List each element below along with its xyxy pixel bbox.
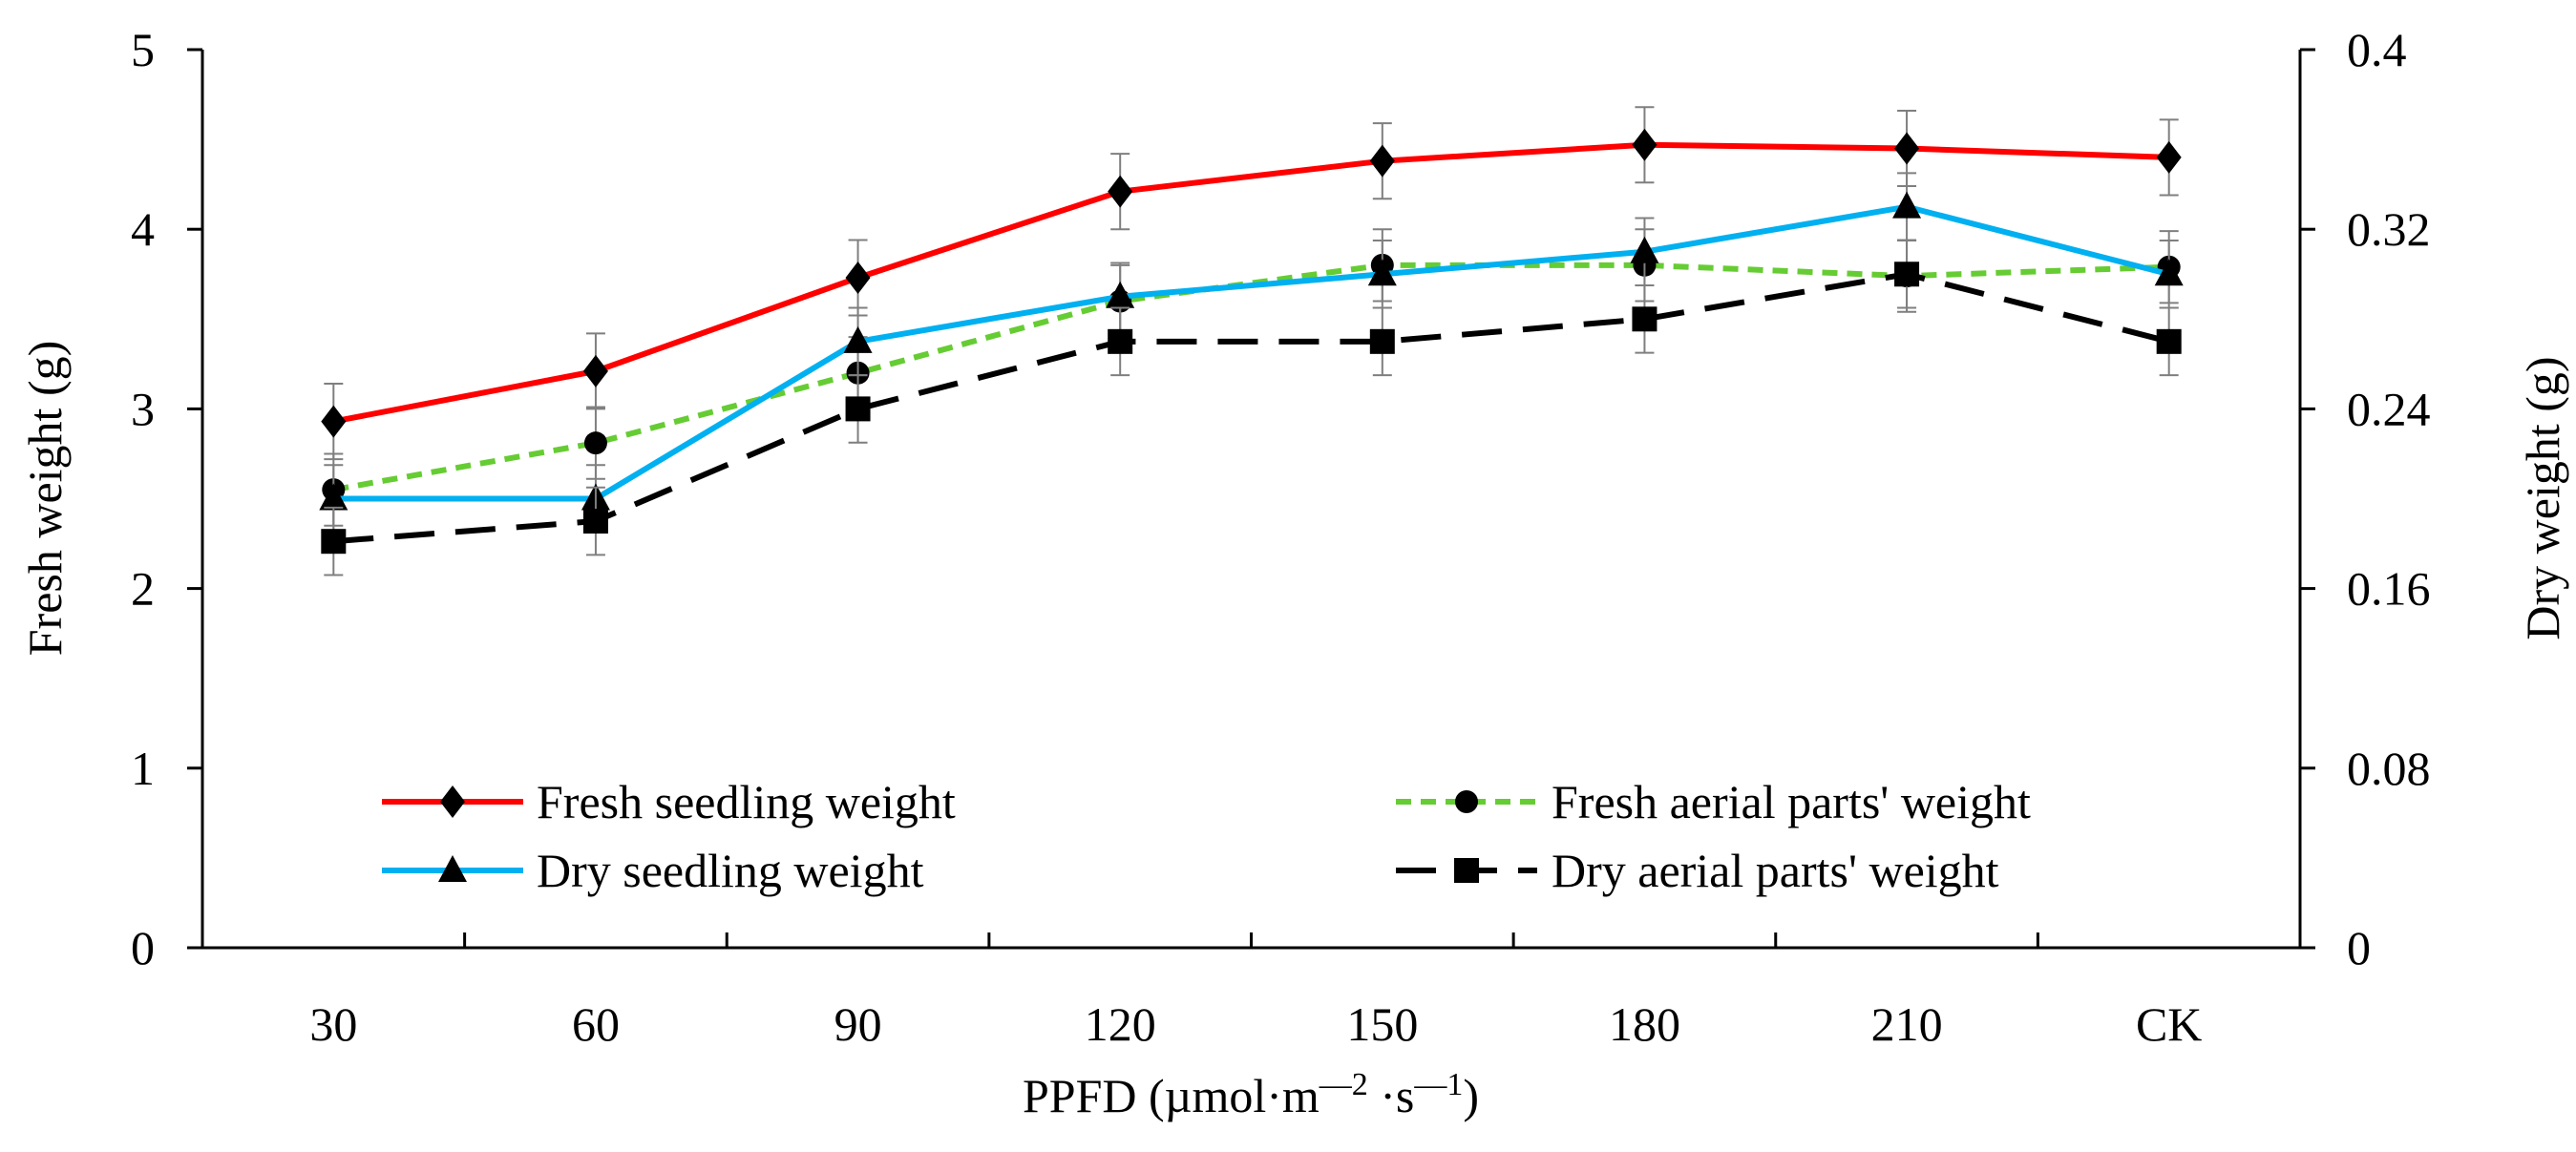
y-left-ticks: 0 1 2 3 4 5 [131, 23, 202, 974]
y-right-tick-label: 0 [2347, 921, 2371, 974]
data-point [1369, 144, 1395, 178]
data-point [582, 509, 608, 534]
data-point [2156, 140, 2182, 174]
y-right-ticks: 0 0.08 0.16 0.24 0.32 0.4 [2300, 23, 2431, 974]
data-point [583, 431, 607, 455]
x-tick-label: 60 [572, 997, 620, 1051]
legend-swatch-marker [1454, 858, 1479, 883]
legend-item: Dry aerial parts' weight [1396, 844, 1999, 897]
legend-label: Dry seedling weight [537, 844, 924, 897]
y-right-tick-label: 0.16 [2347, 562, 2431, 616]
y-right-axis-title: Dry weight (g) [2516, 356, 2569, 639]
data-point [1367, 259, 1397, 286]
data-point [1894, 132, 1920, 165]
data-point [2154, 259, 2184, 286]
data-point [1106, 281, 1135, 308]
data-point [321, 529, 347, 555]
legend-swatch-marker [440, 785, 465, 818]
series-dry-aerial-parts-weight [321, 239, 2182, 576]
data-point [1892, 191, 1922, 219]
legend-item: Dry seedling weight [382, 844, 924, 897]
data-point [1369, 328, 1395, 354]
y-right-tick-label: 0.24 [2347, 382, 2431, 435]
series-line [332, 262, 2169, 493]
data-point [843, 325, 873, 353]
y-right-tick-label: 0.32 [2347, 202, 2431, 256]
data-point [1632, 306, 1658, 332]
y-left-axis-title: Fresh weight (g) [18, 341, 72, 657]
data-point [845, 396, 871, 422]
data-point [1108, 175, 1133, 208]
legend-swatch-marker [1455, 790, 1478, 813]
y-left-tick-label: 2 [131, 562, 155, 616]
y-left-tick-label: 0 [131, 921, 155, 974]
series-line [332, 141, 2169, 425]
y-right-tick-label: 0.4 [2347, 23, 2407, 76]
x-tick-label: 150 [1346, 997, 1418, 1051]
data-point [319, 483, 348, 511]
data-point [845, 262, 871, 295]
legend-item: Fresh seedling weight [382, 775, 956, 828]
data-point [1894, 262, 1920, 287]
series-line [333, 203, 2170, 502]
legend-label: Fresh aerial parts' weight [1552, 775, 2031, 828]
legend-label: Dry aerial parts' weight [1552, 844, 1999, 897]
x-tick-label: 90 [834, 997, 882, 1051]
y-left-tick-label: 1 [131, 742, 155, 795]
y-right-tick-label: 0.08 [2347, 742, 2431, 795]
series-line [333, 271, 2170, 545]
x-tick-label: 210 [1871, 997, 1943, 1051]
series-fresh-seedling-weight [321, 106, 2182, 461]
data-point [1632, 128, 1658, 161]
legend-swatch-marker [438, 855, 467, 882]
y-left-tick-label: 5 [131, 23, 155, 76]
x-tick-label: 30 [309, 997, 357, 1051]
legend: Fresh seedling weight Fresh aerial parts'… [382, 775, 2031, 897]
data-point [582, 354, 608, 387]
series-layer [319, 106, 2184, 576]
data-point [321, 405, 347, 438]
x-axis-title: PPFD (µmol·m—2 ·s—1) [1023, 1067, 1479, 1122]
legend-label: Fresh seedling weight [537, 775, 956, 828]
x-ticks: 30 60 90 120 150 180 210 CK [309, 932, 2202, 1051]
legend-item: Fresh aerial parts' weight [1396, 775, 2031, 828]
data-point [2156, 328, 2182, 354]
x-tick-label: CK [2136, 997, 2202, 1051]
y-left-tick-label: 3 [131, 382, 155, 435]
y-left-tick-label: 4 [131, 202, 155, 256]
data-point [1630, 236, 1659, 263]
x-tick-label: 120 [1085, 997, 1156, 1051]
data-point [1108, 328, 1133, 354]
x-tick-label: 180 [1609, 997, 1680, 1051]
